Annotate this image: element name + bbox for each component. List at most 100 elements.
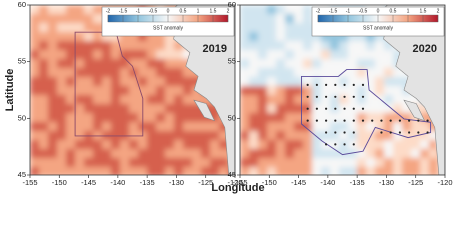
sst-cell bbox=[285, 122, 295, 132]
sst-cell bbox=[267, 104, 277, 114]
y-tick-label: 60 bbox=[18, 0, 26, 9]
y-axis-title: Latitude bbox=[4, 69, 16, 112]
sst-cell bbox=[57, 167, 67, 175]
sst-cell bbox=[348, 77, 358, 87]
sst-cell bbox=[294, 86, 304, 96]
sst-cell bbox=[111, 113, 121, 123]
sst-cell bbox=[138, 158, 148, 168]
sst-cell bbox=[267, 14, 277, 24]
sst-cell bbox=[93, 104, 103, 114]
sst-cell bbox=[111, 95, 121, 105]
station bbox=[380, 131, 383, 134]
sst-cell bbox=[102, 32, 112, 42]
sst-cell bbox=[285, 32, 295, 42]
sst-cell bbox=[303, 5, 313, 15]
station bbox=[352, 107, 355, 110]
sst-cell bbox=[411, 149, 421, 159]
sst-cell bbox=[267, 50, 277, 60]
sst-cell bbox=[393, 113, 403, 123]
sst-cell bbox=[201, 95, 211, 105]
sst-cell bbox=[330, 131, 340, 141]
sst-cell bbox=[303, 14, 313, 24]
sst-cell bbox=[339, 113, 349, 123]
sst-cell bbox=[276, 104, 286, 114]
sst-cell bbox=[120, 122, 130, 132]
sst-cell bbox=[366, 140, 376, 150]
sst-cell bbox=[120, 86, 130, 96]
sst-cell bbox=[240, 140, 250, 150]
sst-cell bbox=[393, 140, 403, 150]
sst-cell bbox=[30, 167, 40, 175]
station bbox=[417, 131, 420, 134]
sst-cell bbox=[285, 68, 295, 78]
sst-cell bbox=[267, 5, 277, 15]
sst-cell bbox=[129, 122, 139, 132]
colorbar-tick-label: 2 bbox=[437, 8, 440, 14]
sst-cell bbox=[258, 158, 268, 168]
sst-cell bbox=[285, 50, 295, 60]
sst-cell bbox=[39, 158, 49, 168]
sst-cell bbox=[429, 140, 439, 150]
sst-cell bbox=[183, 158, 193, 168]
sst-cell bbox=[366, 68, 376, 78]
sst-cell bbox=[57, 41, 67, 51]
sst-cell bbox=[384, 77, 394, 87]
sst-cell bbox=[93, 113, 103, 123]
station bbox=[306, 83, 309, 86]
sst-cell bbox=[258, 5, 268, 15]
sst-cell bbox=[156, 41, 166, 51]
station bbox=[325, 143, 328, 146]
station bbox=[352, 119, 355, 122]
sst-cell bbox=[219, 167, 229, 175]
sst-cell bbox=[258, 104, 268, 114]
sst-cell bbox=[276, 68, 286, 78]
sst-cell bbox=[312, 167, 322, 175]
sst-cell bbox=[93, 59, 103, 69]
sst-cell bbox=[147, 131, 157, 141]
sst-cell bbox=[174, 95, 184, 105]
sst-cell bbox=[285, 104, 295, 114]
sst-cell bbox=[75, 140, 85, 150]
station bbox=[361, 83, 365, 86]
sst-cell bbox=[174, 86, 184, 96]
station bbox=[306, 95, 309, 98]
sst-cell bbox=[39, 140, 49, 150]
sst-cell bbox=[357, 32, 367, 42]
sst-cell bbox=[303, 167, 313, 175]
sst-cell bbox=[285, 77, 295, 87]
sst-cell bbox=[276, 50, 286, 60]
sst-cell bbox=[192, 149, 202, 159]
sst-cell bbox=[120, 32, 130, 42]
sst-cell bbox=[75, 77, 85, 87]
sst-cell bbox=[102, 41, 112, 51]
x-tick-label: -140 bbox=[110, 178, 125, 187]
sst-cell bbox=[384, 59, 394, 69]
sst-cell bbox=[258, 23, 268, 33]
sst-cell bbox=[294, 149, 304, 159]
sst-cell bbox=[147, 68, 157, 78]
sst-cell bbox=[249, 5, 259, 15]
sst-cell bbox=[102, 59, 112, 69]
sst-cell bbox=[219, 131, 229, 141]
y-tick-label: 50 bbox=[228, 113, 236, 122]
sst-cell bbox=[210, 122, 220, 132]
sst-cell bbox=[258, 59, 268, 69]
sst-cell bbox=[393, 86, 403, 96]
sst-cell bbox=[30, 68, 40, 78]
sst-cell bbox=[267, 113, 277, 123]
sst-cell bbox=[156, 140, 166, 150]
sst-cell bbox=[357, 149, 367, 159]
sst-cell bbox=[30, 86, 40, 96]
sst-cell bbox=[402, 131, 412, 141]
sst-cell bbox=[240, 167, 250, 175]
sst-cell bbox=[174, 149, 184, 159]
sst-cell bbox=[294, 104, 304, 114]
sst-cell bbox=[384, 113, 394, 123]
sst-cell bbox=[339, 50, 349, 60]
sst-cell bbox=[39, 95, 49, 105]
sst-cell bbox=[366, 122, 376, 132]
sst-cell bbox=[267, 158, 277, 168]
sst-cell bbox=[120, 77, 130, 87]
sst-cell bbox=[39, 77, 49, 87]
x-tick-label: -145 bbox=[81, 178, 96, 187]
